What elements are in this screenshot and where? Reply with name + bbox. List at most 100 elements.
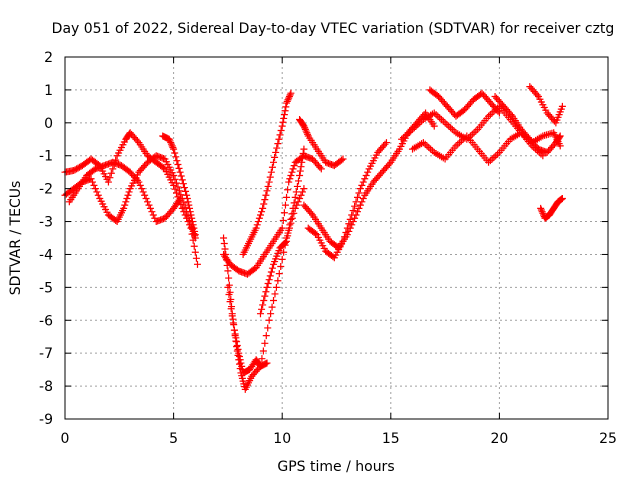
data-point-marker xyxy=(184,198,192,206)
data-point-marker xyxy=(492,152,500,160)
data-point-marker xyxy=(287,171,295,179)
data-point-marker xyxy=(298,188,306,196)
data-point-marker xyxy=(385,160,393,168)
data-point-marker xyxy=(87,175,95,183)
data-point-marker xyxy=(178,176,186,184)
data-point-marker xyxy=(507,111,515,119)
data-point-marker xyxy=(296,195,304,203)
data-point-marker xyxy=(556,142,564,150)
data-point-marker xyxy=(225,274,233,282)
data-markers xyxy=(61,83,566,393)
data-point-marker xyxy=(356,185,364,193)
data-point-marker xyxy=(142,195,150,203)
data-point-marker xyxy=(276,131,284,139)
data-point-marker xyxy=(286,175,294,183)
data-point-marker xyxy=(90,181,98,189)
y-tick-label: -5 xyxy=(39,280,53,296)
data-point-marker xyxy=(300,122,308,130)
data-point-marker xyxy=(494,150,502,158)
data-point-marker xyxy=(439,117,447,125)
data-point-marker xyxy=(282,103,290,111)
data-point-marker xyxy=(233,342,241,350)
data-point-marker xyxy=(486,111,494,119)
data-point-marker xyxy=(286,221,294,229)
y-tick-label: 2 xyxy=(44,50,53,66)
y-tick-label: -3 xyxy=(39,215,53,231)
data-point-marker xyxy=(277,126,285,134)
data-point-marker xyxy=(238,362,246,370)
data-point-marker xyxy=(186,204,194,212)
data-point-marker xyxy=(289,165,297,173)
data-point-marker xyxy=(288,210,296,218)
data-point-marker xyxy=(221,245,229,253)
x-tick-label: 5 xyxy=(169,431,178,447)
data-point-marker xyxy=(135,178,143,186)
data-point-marker xyxy=(235,349,243,357)
data-point-marker xyxy=(136,181,144,189)
data-point-marker xyxy=(91,185,99,193)
data-point-marker xyxy=(342,229,350,237)
data-point-marker xyxy=(262,191,270,199)
data-point-marker xyxy=(268,303,276,311)
data-point-marker xyxy=(274,277,282,285)
data-point-marker xyxy=(258,355,266,363)
data-point-marker xyxy=(148,208,156,216)
data-point-marker xyxy=(285,226,293,234)
data-point-marker xyxy=(340,233,348,241)
data-point-marker xyxy=(283,193,291,201)
data-point-marker xyxy=(283,97,291,105)
series-track-17 xyxy=(537,195,566,222)
data-point-marker xyxy=(278,255,286,263)
data-point-marker xyxy=(109,165,117,173)
data-point-marker xyxy=(233,338,241,346)
data-point-marker xyxy=(256,211,264,219)
data-point-marker xyxy=(296,167,304,175)
data-point-marker xyxy=(537,206,545,214)
data-point-marker xyxy=(260,200,268,208)
data-point-marker xyxy=(263,359,271,367)
x-tick-label: 20 xyxy=(490,431,508,447)
x-tick-label: 0 xyxy=(61,431,70,447)
data-point-marker xyxy=(281,201,289,209)
data-point-marker xyxy=(283,237,291,245)
data-point-marker xyxy=(441,119,449,127)
data-point-marker xyxy=(292,188,300,196)
data-point-marker xyxy=(104,178,112,186)
data-point-marker xyxy=(345,220,353,228)
data-point-marker xyxy=(290,162,298,170)
data-point-marker xyxy=(177,172,185,180)
data-point-marker xyxy=(265,276,273,284)
y-tick-label: -8 xyxy=(39,379,53,395)
data-point-marker xyxy=(298,158,306,166)
series-track-8 xyxy=(256,145,308,318)
data-point-marker xyxy=(176,195,184,203)
data-point-marker xyxy=(229,319,237,327)
data-point-marker xyxy=(448,125,456,133)
data-point-marker xyxy=(165,135,173,143)
data-point-marker xyxy=(171,175,179,183)
data-point-marker xyxy=(349,207,357,215)
data-point-marker xyxy=(188,218,196,226)
data-point-marker xyxy=(231,330,239,338)
data-point-marker xyxy=(174,161,182,169)
y-tick-label: -4 xyxy=(39,247,53,263)
data-point-marker xyxy=(237,359,245,367)
data-point-marker xyxy=(364,168,372,176)
y-tick-label: 1 xyxy=(44,83,53,99)
data-point-marker xyxy=(120,204,128,212)
data-point-marker xyxy=(256,310,264,318)
data-point-marker xyxy=(293,182,301,190)
y-tick-label: -9 xyxy=(39,412,53,428)
data-point-marker xyxy=(138,185,146,193)
data-point-marker xyxy=(285,178,293,186)
series-track-11 xyxy=(296,116,347,170)
data-point-marker xyxy=(226,298,234,306)
data-point-marker xyxy=(259,347,267,355)
data-point-marker xyxy=(192,254,200,262)
data-point-marker xyxy=(265,178,273,186)
data-point-marker xyxy=(172,179,180,187)
data-point-marker xyxy=(299,150,307,158)
data-point-marker xyxy=(262,288,270,296)
data-point-marker xyxy=(436,114,444,122)
data-point-marker xyxy=(287,89,295,97)
